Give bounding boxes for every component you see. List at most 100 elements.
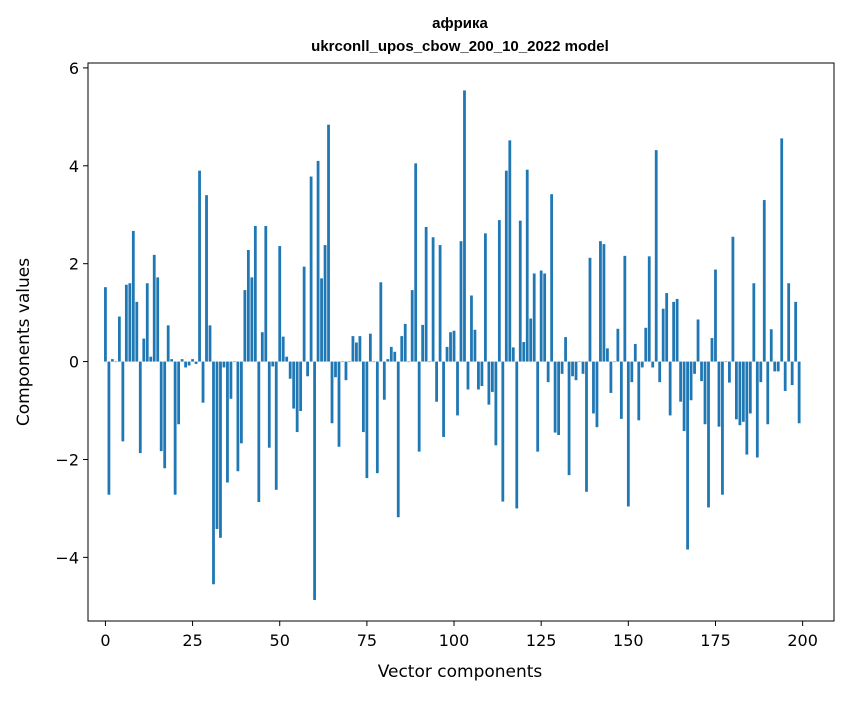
bar bbox=[253, 225, 257, 362]
bar bbox=[574, 361, 578, 381]
bar bbox=[599, 241, 602, 362]
bar bbox=[449, 332, 452, 362]
bar bbox=[149, 356, 153, 362]
bar bbox=[117, 316, 121, 362]
bar bbox=[278, 246, 282, 362]
bar bbox=[466, 361, 470, 390]
bar bbox=[407, 361, 411, 363]
bar bbox=[208, 325, 212, 362]
bar bbox=[159, 361, 163, 452]
bar bbox=[790, 361, 794, 386]
bar bbox=[658, 361, 662, 383]
bar bbox=[386, 359, 390, 362]
bar bbox=[135, 301, 139, 362]
bar bbox=[686, 361, 689, 550]
bar bbox=[748, 361, 752, 414]
bar bbox=[215, 361, 219, 529]
bar bbox=[344, 361, 348, 381]
bar bbox=[361, 361, 365, 433]
bar bbox=[724, 361, 728, 363]
bar bbox=[550, 194, 554, 362]
bar bbox=[501, 361, 505, 502]
bar bbox=[557, 361, 561, 435]
bar bbox=[389, 346, 393, 362]
bar bbox=[487, 361, 491, 405]
bar bbox=[400, 336, 404, 362]
bar bbox=[484, 233, 487, 362]
bar bbox=[170, 359, 174, 362]
bar bbox=[609, 361, 613, 393]
bar bbox=[410, 290, 414, 362]
bar bbox=[295, 361, 299, 433]
bar bbox=[623, 255, 627, 362]
x-tick-label: 200 bbox=[787, 631, 818, 650]
bar bbox=[494, 361, 498, 446]
bar bbox=[529, 318, 533, 362]
bar bbox=[212, 361, 215, 585]
y-tick-label: −2 bbox=[55, 450, 79, 469]
bar bbox=[382, 361, 386, 400]
bar bbox=[138, 361, 142, 454]
bar bbox=[309, 176, 313, 362]
bar bbox=[236, 361, 240, 472]
bar bbox=[668, 361, 672, 416]
bar bbox=[152, 254, 156, 362]
bar bbox=[438, 245, 442, 362]
bar bbox=[710, 338, 714, 362]
bar bbox=[316, 160, 320, 362]
x-tick-label: 75 bbox=[357, 631, 377, 650]
bar bbox=[766, 361, 770, 425]
bar bbox=[588, 257, 592, 362]
bar bbox=[717, 361, 721, 427]
bar bbox=[111, 359, 114, 362]
bar bbox=[661, 308, 665, 362]
bar bbox=[696, 319, 700, 362]
bar bbox=[522, 342, 526, 362]
y-tick-label: 0 bbox=[69, 353, 79, 372]
bar bbox=[281, 336, 285, 362]
bars-group bbox=[104, 90, 801, 600]
bar bbox=[285, 356, 289, 362]
bar bbox=[473, 329, 477, 362]
bar bbox=[693, 361, 696, 374]
bar bbox=[184, 361, 188, 368]
bar bbox=[536, 361, 540, 452]
x-tick-label: 175 bbox=[700, 631, 731, 650]
bar bbox=[654, 150, 658, 362]
bar bbox=[783, 361, 787, 391]
bar bbox=[219, 361, 222, 538]
bar bbox=[264, 225, 268, 362]
bar bbox=[431, 237, 435, 362]
bar bbox=[442, 361, 445, 437]
bar bbox=[187, 361, 191, 366]
bar bbox=[156, 277, 160, 362]
bar bbox=[414, 163, 418, 362]
bar bbox=[445, 346, 449, 362]
bar bbox=[246, 249, 250, 362]
bar bbox=[504, 170, 508, 362]
bar bbox=[543, 273, 547, 362]
bar bbox=[794, 301, 798, 362]
bar bbox=[564, 337, 567, 362]
bar bbox=[773, 361, 777, 372]
bar bbox=[721, 361, 724, 495]
bar bbox=[780, 138, 784, 362]
bar bbox=[769, 329, 773, 362]
bar bbox=[330, 361, 334, 424]
bar bbox=[163, 361, 167, 469]
x-tick-label: 25 bbox=[182, 631, 202, 650]
bar bbox=[762, 200, 766, 362]
bar bbox=[546, 361, 550, 383]
bar bbox=[518, 220, 522, 362]
bar bbox=[173, 361, 177, 495]
bar bbox=[626, 361, 630, 507]
chart-subtitle: ukrconll_upos_cbow_200_10_2022 model bbox=[311, 38, 609, 55]
bar bbox=[320, 278, 323, 362]
bar bbox=[731, 236, 735, 362]
bar bbox=[239, 361, 243, 444]
bar bbox=[470, 295, 473, 362]
bar bbox=[707, 361, 710, 508]
bar bbox=[358, 336, 362, 362]
bar bbox=[515, 361, 519, 509]
